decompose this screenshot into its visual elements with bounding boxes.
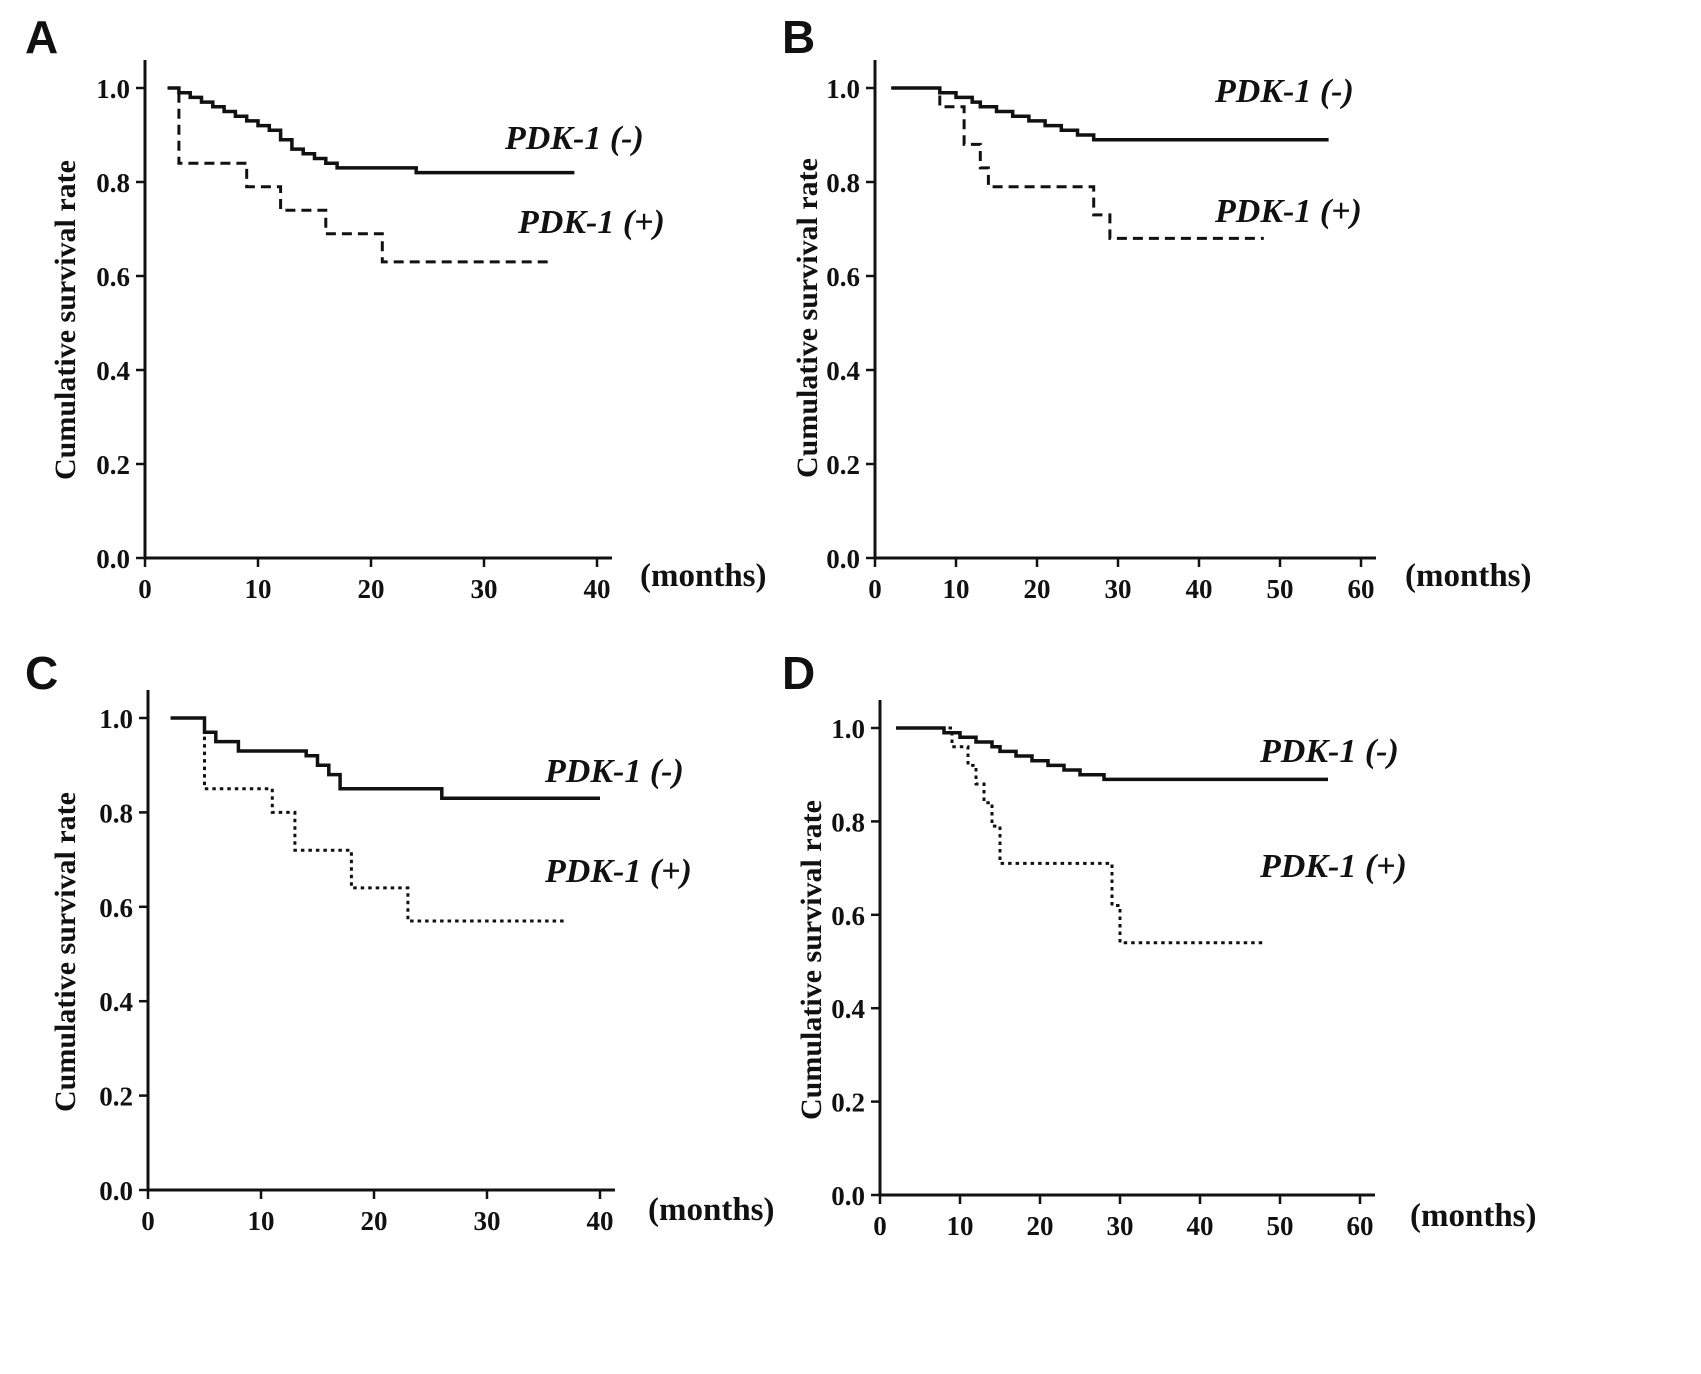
svg-text:0.0: 0.0 — [831, 1181, 865, 1211]
svg-text:0.6: 0.6 — [99, 893, 133, 923]
svg-text:20: 20 — [1027, 1211, 1054, 1241]
x-axis-unit-label: (months) — [1405, 558, 1532, 594]
pdk1-positive-label: PDK-1 (+) — [545, 853, 692, 890]
svg-text:1.0: 1.0 — [826, 74, 860, 104]
svg-text:50: 50 — [1267, 1211, 1294, 1241]
svg-text:30: 30 — [1107, 1211, 1134, 1241]
panel-c-plot: 0 10 20 30 40 1.0 0.8 0.6 0.4 0.2 0.0 — [99, 690, 615, 1236]
svg-text:0.0: 0.0 — [826, 544, 860, 574]
pdk1-positive-label: PDK-1 (+) — [1260, 848, 1407, 885]
pdk1-positive-label: PDK-1 (+) — [1215, 193, 1362, 230]
panel-d: D Cumulative survival rate 0 10 20 30 40 50 60… — [760, 640, 1701, 1374]
svg-text:0.8: 0.8 — [826, 168, 860, 198]
svg-text:40: 40 — [584, 574, 611, 604]
svg-text:40: 40 — [1187, 1211, 1214, 1241]
pdk1-negative-label: PDK-1 (-) — [1260, 733, 1399, 770]
svg-text:60: 60 — [1348, 574, 1375, 604]
panel-a-letter: A — [25, 11, 59, 63]
svg-text:30: 30 — [474, 1206, 501, 1236]
svg-text:0.6: 0.6 — [826, 262, 860, 292]
svg-text:20: 20 — [361, 1206, 388, 1236]
panel-a-plot: 0 10 20 30 40 1.0 0.8 0.6 0.4 0.2 0.0 — [96, 60, 612, 604]
svg-text:0.4: 0.4 — [99, 987, 133, 1017]
svg-text:30: 30 — [471, 574, 498, 604]
svg-text:0: 0 — [141, 1206, 155, 1236]
svg-text:20: 20 — [1024, 574, 1051, 604]
svg-text:0.2: 0.2 — [831, 1088, 865, 1118]
svg-text:0.2: 0.2 — [96, 450, 130, 480]
svg-text:0: 0 — [873, 1211, 887, 1241]
x-axis-unit-label: (months) — [1410, 1198, 1537, 1234]
svg-text:0.8: 0.8 — [96, 168, 130, 198]
x-axis-unit-label: (months) — [640, 558, 767, 594]
panel-b-letter: B — [782, 11, 816, 63]
svg-text:40: 40 — [587, 1206, 614, 1236]
panel-b: B Cumulative survival rate 0 10 20 30 40 50 60… — [760, 0, 1701, 640]
svg-text:20: 20 — [358, 574, 385, 604]
svg-text:0.0: 0.0 — [99, 1176, 133, 1206]
svg-text:10: 10 — [947, 1211, 974, 1241]
svg-text:30: 30 — [1105, 574, 1132, 604]
svg-text:60: 60 — [1347, 1211, 1374, 1241]
pdk1-negative-label: PDK-1 (-) — [1215, 73, 1354, 110]
pdk1-negative-label: PDK-1 (-) — [505, 120, 644, 157]
svg-text:1.0: 1.0 — [99, 704, 133, 734]
svg-text:50: 50 — [1267, 574, 1294, 604]
panel-c: C Cumulative survival rate 0 10 20 30 40 1.0 0… — [0, 640, 775, 1374]
svg-text:1.0: 1.0 — [96, 74, 130, 104]
svg-text:0.2: 0.2 — [99, 1082, 133, 1112]
svg-text:0: 0 — [138, 574, 152, 604]
svg-text:0.2: 0.2 — [826, 450, 860, 480]
svg-text:0.4: 0.4 — [826, 356, 860, 386]
svg-text:0.8: 0.8 — [99, 798, 133, 828]
svg-text:0: 0 — [868, 574, 882, 604]
svg-text:40: 40 — [1186, 574, 1213, 604]
svg-text:0.8: 0.8 — [831, 807, 865, 837]
panel-a: A Cumulative survival rate 0 10 20 30 40 1.0 0… — [0, 0, 767, 640]
panel-b-plot: 0 10 20 30 40 50 60 1.0 0.8 0.6 0.4 0.2 0.0 — [826, 60, 1376, 604]
x-axis-unit-label: (months) — [648, 1192, 775, 1228]
panel-d-plot: 0 10 20 30 40 50 60 1.0 0.8 0.6 0.4 0.2 0.0 — [831, 700, 1375, 1241]
pdk1-negative-label: PDK-1 (-) — [545, 753, 684, 790]
svg-text:0.6: 0.6 — [96, 262, 130, 292]
svg-text:0.6: 0.6 — [831, 901, 865, 931]
svg-text:10: 10 — [943, 574, 970, 604]
svg-text:0.4: 0.4 — [831, 994, 865, 1024]
panel-c-letter: C — [25, 647, 59, 699]
pdk1-positive-label: PDK-1 (+) — [518, 204, 665, 241]
svg-text:10: 10 — [245, 574, 272, 604]
svg-text:0.0: 0.0 — [96, 544, 130, 574]
svg-text:1.0: 1.0 — [831, 714, 865, 744]
svg-text:0.4: 0.4 — [96, 356, 130, 386]
panel-d-letter: D — [782, 647, 816, 699]
svg-text:10: 10 — [248, 1206, 275, 1236]
